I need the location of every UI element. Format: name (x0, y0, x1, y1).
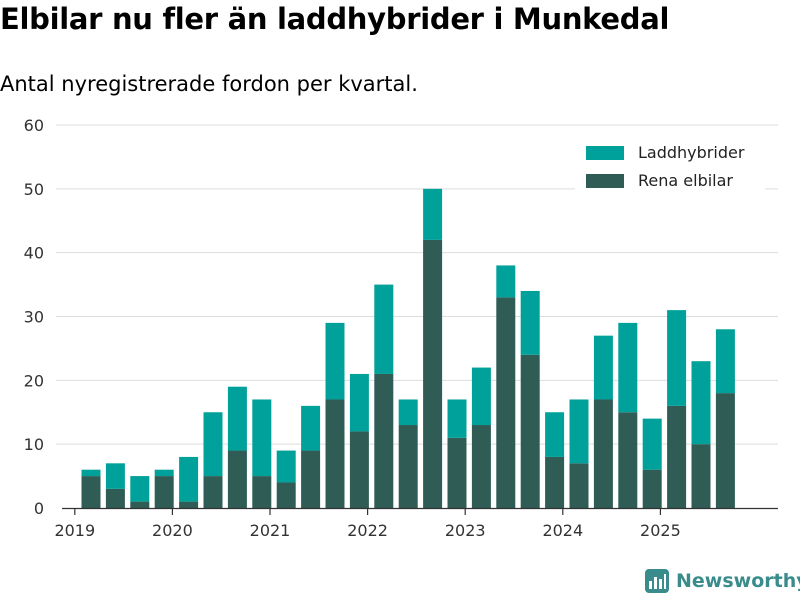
x-tick-label: 2022 (347, 521, 388, 540)
bar-rena-elbilar (276, 482, 296, 508)
x-tick-label: 2024 (542, 521, 583, 540)
y-tick-label: 10 (24, 435, 44, 454)
brand-logo: Newsworthy (644, 568, 800, 594)
bar-laddhybrider (276, 450, 296, 483)
y-tick-label: 0 (34, 499, 44, 518)
bar-laddhybrider (447, 399, 467, 438)
bar-laddhybrider (642, 418, 662, 470)
bar-laddhybrider (691, 361, 711, 445)
bar-rena-elbilar (642, 469, 662, 508)
bar-rena-elbilar (252, 476, 272, 508)
bar-laddhybrider (618, 322, 638, 413)
bar-rena-elbilar (227, 450, 247, 508)
bar-laddhybrider (545, 412, 565, 457)
bar-rena-elbilar (520, 354, 540, 508)
bar-laddhybrider (301, 405, 321, 451)
bar-rena-elbilar (496, 297, 516, 508)
bar-rena-elbilar (423, 239, 443, 508)
bar-laddhybrider (398, 399, 418, 426)
y-tick-label: 30 (24, 308, 44, 327)
bar-rena-elbilar (374, 373, 394, 508)
bar-laddhybrider (593, 335, 613, 400)
bar-rena-elbilar (398, 425, 418, 508)
bar-rena-elbilar (569, 463, 589, 508)
legend-swatch (586, 146, 624, 160)
y-tick-label: 40 (24, 244, 44, 263)
bar-rena-elbilar (105, 488, 125, 508)
x-tick-label: 2023 (445, 521, 486, 540)
bar-laddhybrider (130, 476, 150, 502)
brand-name: Newsworthy (676, 570, 800, 592)
bar-laddhybrider (154, 469, 174, 477)
bar-laddhybrider (569, 399, 589, 464)
bar-laddhybrider (325, 322, 345, 400)
bar-rena-elbilar (154, 476, 174, 508)
bar-rena-elbilar (667, 405, 687, 508)
bar-rena-elbilar (593, 399, 613, 508)
bar-rena-elbilar (618, 412, 638, 508)
bar-laddhybrider (496, 265, 516, 298)
bar-laddhybrider (715, 329, 735, 394)
bar-laddhybrider (81, 469, 101, 477)
bar-rena-elbilar (325, 399, 345, 508)
x-tick-label: 2020 (152, 521, 193, 540)
newsworthy-logo-icon (645, 569, 669, 593)
bar-laddhybrider (667, 310, 687, 406)
chart-subtitle: Antal nyregistrerade fordon per kvartal. (0, 72, 418, 96)
bar-rena-elbilar (349, 431, 369, 508)
bar-rena-elbilar (301, 450, 321, 508)
legend-label: Laddhybrider (638, 143, 745, 162)
bar-rena-elbilar (130, 501, 150, 508)
legend-swatch (586, 174, 624, 188)
y-tick-label: 50 (24, 180, 44, 199)
bar-laddhybrider (203, 412, 223, 477)
bar-rena-elbilar (203, 476, 223, 508)
legend-label: Rena elbilar (638, 171, 733, 190)
bar-laddhybrider (423, 188, 443, 240)
bar-rena-elbilar (691, 444, 711, 508)
x-tick-label: 2019 (54, 521, 95, 540)
y-tick-label: 60 (24, 116, 44, 135)
chart-title: Elbilar nu fler än laddhybrider i Munked… (0, 2, 670, 36)
bar-rena-elbilar (545, 456, 565, 508)
bar-rena-elbilar (715, 393, 735, 508)
x-tick-label: 2025 (640, 521, 681, 540)
bar-laddhybrider (471, 367, 491, 426)
bar-laddhybrider (227, 386, 247, 451)
bar-laddhybrider (349, 373, 369, 432)
bar-laddhybrider (374, 284, 394, 374)
bar-rena-elbilar (447, 437, 467, 508)
bar-rena-elbilar (81, 476, 101, 508)
y-tick-label: 20 (24, 371, 44, 390)
bar-laddhybrider (179, 456, 199, 502)
x-tick-label: 2021 (250, 521, 291, 540)
bar-laddhybrider (105, 463, 125, 489)
bar-rena-elbilar (179, 501, 199, 508)
bar-laddhybrider (520, 290, 540, 355)
bar-laddhybrider (252, 399, 272, 477)
bar-rena-elbilar (471, 425, 491, 508)
